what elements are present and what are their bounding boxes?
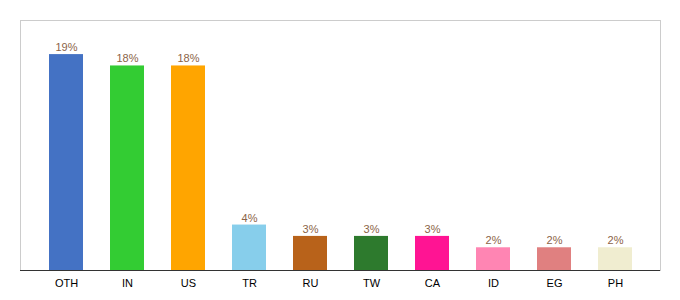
svg-text:TR: TR [242,277,257,289]
svg-text:2%: 2% [547,234,563,246]
svg-text:4%: 4% [242,212,258,224]
svg-text:CA: CA [425,277,441,289]
svg-text:US: US [181,277,196,289]
svg-text:3%: 3% [425,223,441,235]
svg-text:RU: RU [303,277,319,289]
svg-text:OTH: OTH [55,277,78,289]
svg-text:3%: 3% [303,223,319,235]
svg-text:19%: 19% [55,41,77,53]
svg-text:TW: TW [363,277,381,289]
svg-text:3%: 3% [364,223,380,235]
svg-text:18%: 18% [116,52,138,64]
svg-text:PH: PH [608,277,623,289]
svg-text:EG: EG [547,277,563,289]
svg-text:18%: 18% [177,52,199,64]
svg-text:IN: IN [122,277,133,289]
svg-text:2%: 2% [486,234,502,246]
svg-text:ID: ID [488,277,499,289]
svg-text:2%: 2% [608,234,624,246]
